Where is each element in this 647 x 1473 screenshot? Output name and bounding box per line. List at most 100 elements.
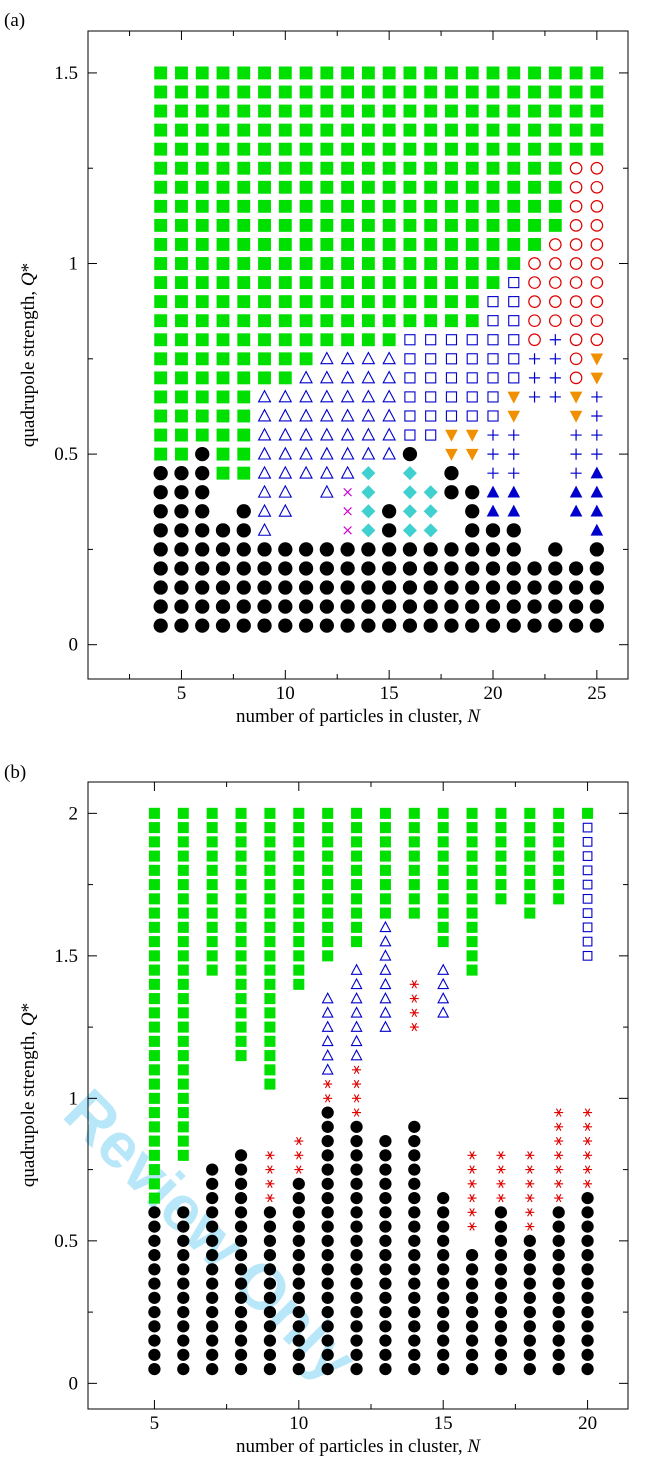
panel-b-filled-square-point: [206, 864, 218, 876]
panel-b-open-triangle-point: [379, 949, 392, 961]
panel-a-open-circle-point: [590, 314, 604, 328]
panel-a-filled-square-point: [278, 123, 292, 137]
panel-a-filled-square-point: [403, 218, 417, 232]
panel-a-filled-square-point: [403, 238, 417, 251]
panel-a-filled-square-point: [258, 276, 271, 290]
panel-a-filled-circle-point: [278, 580, 293, 595]
panel-b-filled-circle-point: [321, 1362, 334, 1376]
panel-b-open-triangle-point: [350, 1006, 363, 1018]
panel-a-filled-square-point: [528, 238, 541, 251]
panel-a-filled-square-point: [195, 199, 209, 213]
panel-b-filled-circle-point: [148, 1234, 161, 1247]
panel-b-filled-square-point: [206, 893, 218, 905]
panel-b-asterisk-point: [525, 1222, 535, 1231]
panel-a-filled-circle-point: [174, 618, 189, 633]
panel-a-open-circle-point: [569, 371, 583, 385]
panel-a-open-triangle-point: [257, 503, 272, 517]
panel-a-filled-square-point: [486, 257, 500, 270]
panel-a-filled-square-point: [195, 66, 209, 80]
panel-a-filled-square-point: [258, 352, 271, 366]
panel-b-open-square-point: [582, 893, 593, 904]
panel-b-filled-circle-point: [292, 1291, 305, 1304]
panel-a-filled-square-point: [361, 123, 375, 137]
panel-a-diamond-point: [402, 485, 417, 500]
panel-a-filled-square-point: [424, 142, 438, 156]
panel-b-filled-circle-point: [437, 1291, 450, 1304]
panel-b-open-triangle-point: [350, 977, 363, 990]
panel-a-filled-circle-point: [215, 618, 231, 633]
panel-a-open-square-point: [425, 372, 437, 384]
panel-a-filled-square-point: [195, 257, 209, 270]
panel-b-data-points: [148, 807, 594, 1376]
panel-a-filled-square-point: [299, 238, 313, 251]
panel-b-filled-square-point: [264, 893, 276, 905]
panel-b-filled-square-point: [466, 836, 478, 848]
panel-a-open-triangle-point: [382, 389, 397, 403]
panel-a-open-triangle-point: [299, 465, 313, 479]
panel-b-filled-circle-point: [148, 1206, 161, 1219]
panel-b-filled-circle-point: [321, 1334, 334, 1347]
panel-a-filled-circle-point: [382, 599, 397, 614]
panel-a-filled-square-point: [528, 85, 541, 99]
panel-b-open-triangle-point: [350, 1020, 363, 1032]
panel-b-asterisk-point: [554, 1179, 564, 1189]
panel-a-filled-square-point: [278, 161, 292, 175]
panel-b-filled-square-point: [351, 907, 363, 919]
panel-b-filled-square-point: [148, 1164, 160, 1176]
panel-a-filled-square-point: [528, 161, 541, 175]
panel-a-filled-square-point: [548, 85, 562, 99]
panel-b-open-triangle-point: [379, 935, 392, 947]
panel-b-filled-square-point: [235, 907, 247, 919]
panel-b-asterisk-point: [496, 1193, 506, 1203]
panel-a-filled-square-point: [154, 257, 168, 270]
panel-a-filled-circle-point: [195, 504, 210, 519]
panel-b-filled-square-point: [408, 893, 420, 905]
panel-a-filled-circle-point: [340, 561, 355, 576]
panel-b-filled-circle-point: [437, 1334, 450, 1347]
panel-a-filled-down-triangle-point: [569, 391, 583, 404]
panel-b-filled-square-point: [408, 907, 420, 919]
panel-b-asterisk-point: [583, 1179, 593, 1189]
panel-a-filled-circle-point: [278, 542, 293, 557]
panel-b-filled-circle-point: [206, 1177, 219, 1190]
panel-a-filled-square-point: [154, 161, 168, 175]
panel-a-plus-point: [508, 429, 520, 441]
panel-a-open-triangle-point: [319, 484, 334, 498]
panel-a-y-tick-label: 1.5: [54, 63, 78, 84]
panel-b-filled-circle-point: [350, 1348, 363, 1361]
panel-b-filled-square-point: [293, 950, 305, 962]
panel-b-filled-circle-point: [177, 1320, 190, 1333]
panel-a-filled-square-point: [154, 142, 168, 156]
panel-a-filled-square-point: [299, 180, 313, 194]
panel-a-filled-square-point: [548, 66, 562, 80]
panel-b-filled-square-point: [177, 1135, 189, 1147]
panel-b-filled-circle-point: [206, 1320, 219, 1333]
panel-a-filled-circle-point: [485, 561, 501, 576]
panel-b-filled-circle-point: [437, 1206, 450, 1219]
panel-b-filled-square-point: [322, 879, 334, 891]
panel-a-filled-square-point: [216, 104, 230, 118]
panel-a-filled-circle-point: [548, 542, 563, 557]
panel-b-filled-square-point: [148, 1178, 160, 1190]
panel-b-filled-square-point: [264, 879, 276, 891]
panel-b-open-square-point: [582, 822, 593, 833]
panel-b-filled-circle-point: [321, 1348, 334, 1361]
panel-a-filled-square-point: [465, 66, 479, 80]
panel-b-filled-circle-point: [552, 1206, 565, 1219]
panel-b-asterisk-point: [496, 1165, 506, 1174]
panel-a-open-triangle-point: [278, 465, 293, 479]
panel-b-filled-square-point: [148, 978, 160, 990]
panel-a-filled-square-point: [382, 142, 396, 156]
panel-a-open-triangle-point: [361, 408, 376, 422]
panel-a-filled-square-point: [486, 276, 500, 290]
panel-b-filled-circle-point: [494, 1248, 508, 1262]
panel-a-filled-circle-point: [589, 599, 604, 614]
panel-a-filled-square-point: [154, 218, 168, 232]
panel-b-filled-circle-point: [523, 1277, 536, 1290]
panel-a-filled-triangle-point: [590, 523, 604, 536]
panel-b-filled-circle-point: [148, 1277, 161, 1290]
panel-b-filled-square-point: [148, 850, 160, 862]
panel-a-open-triangle-point: [278, 446, 293, 460]
panel-b-filled-square-point: [466, 879, 478, 891]
panel-a-filled-square-point: [424, 66, 438, 80]
